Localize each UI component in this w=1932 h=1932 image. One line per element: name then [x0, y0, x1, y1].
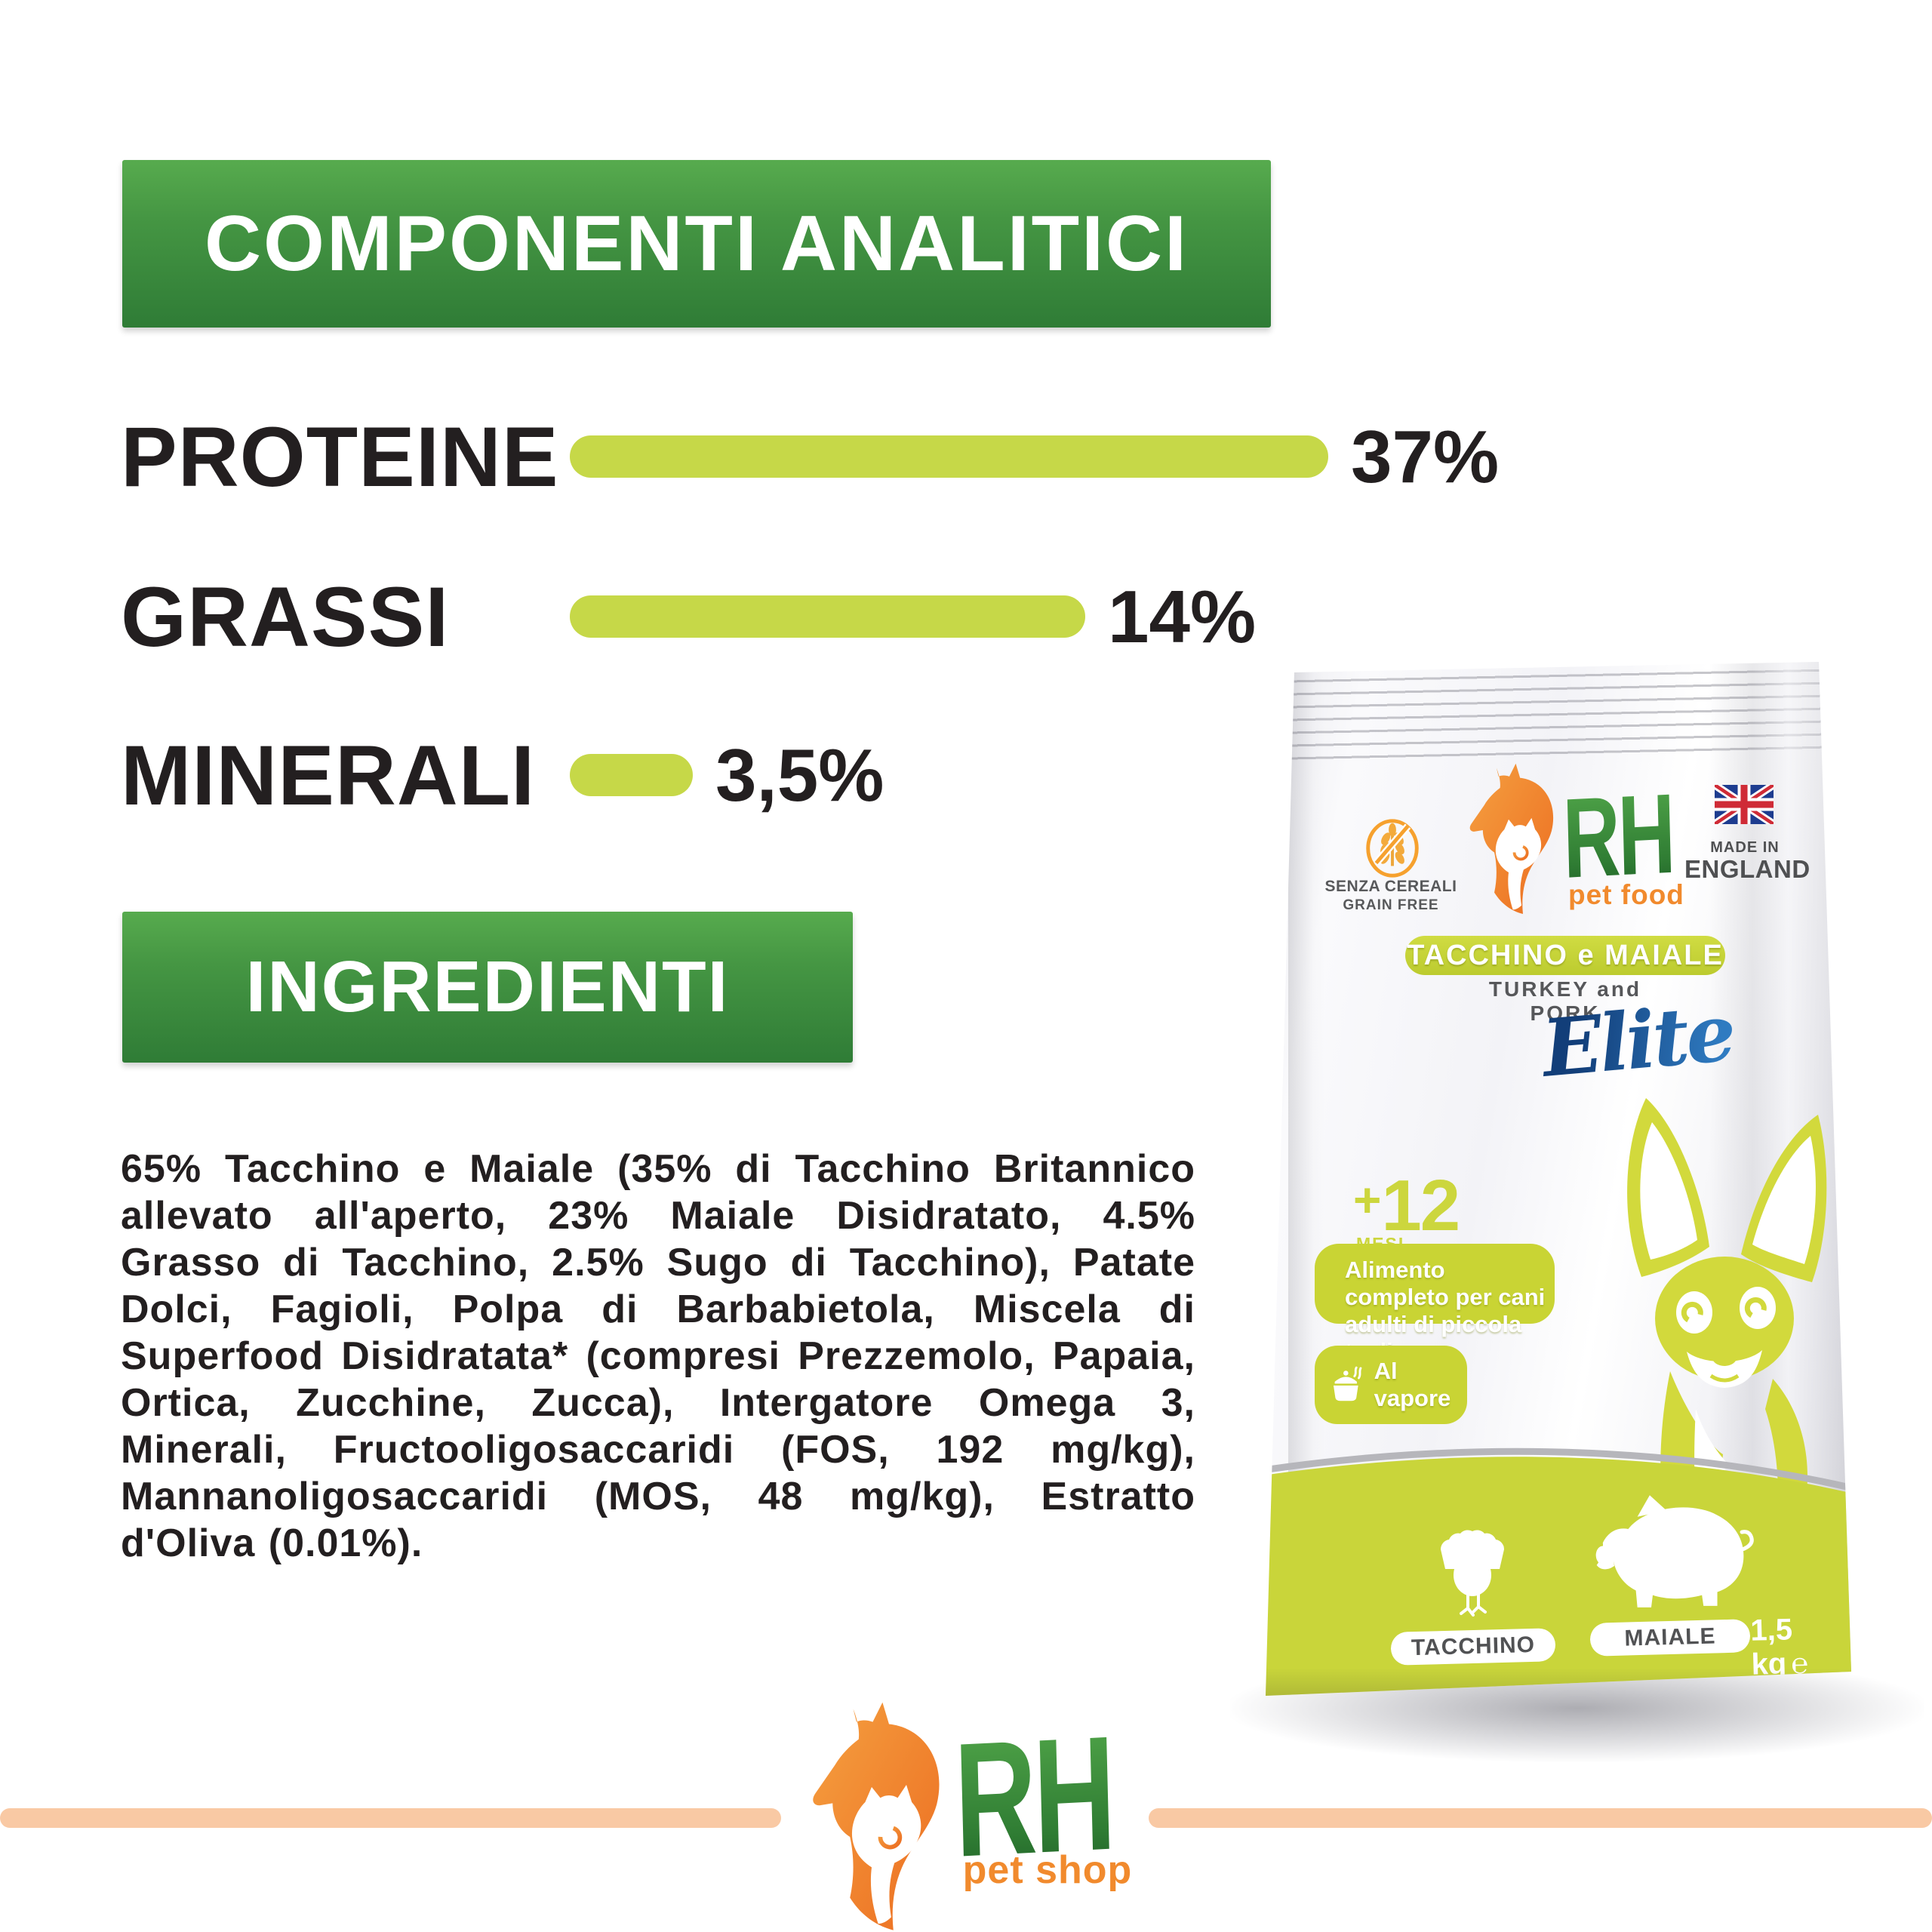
footer-pill-tacchino-label: TACCHINO [1411, 1632, 1536, 1661]
bar-row-proteine: PROTEINE 37% [121, 410, 1500, 504]
bar-proteine [570, 435, 1328, 478]
steam-pill: Al vapore [1315, 1346, 1467, 1424]
product-bag: SENZA CEREALI GRAIN FREE RH pet food MAD… [1266, 662, 1851, 1696]
flavor-pill: TACCHINO e MAIALE [1405, 936, 1725, 975]
ingredients-header-label: INGREDIENTI [245, 946, 730, 1027]
divider-line-right [1149, 1808, 1932, 1828]
bar-row-minerali: MINERALI 3,5% [121, 728, 884, 823]
age-number: 12 [1381, 1165, 1460, 1246]
shop-horse-cat-logo-icon [813, 1702, 940, 1930]
flavor-subtitle: TURKEY and PORK [1488, 977, 1642, 1025]
pig-icon [1595, 1495, 1754, 1607]
divider-line-left [0, 1808, 781, 1828]
age-plus: + [1353, 1173, 1382, 1227]
footer-pill-tacchino: TACCHINO [1390, 1628, 1556, 1666]
steam-label: Al vapore [1374, 1358, 1451, 1411]
bar-minerali [570, 754, 693, 796]
brand-subtitle: pet food [1568, 879, 1684, 910]
made-in-label: MADE IN [1710, 839, 1780, 856]
steam-pot-icon [1333, 1366, 1362, 1401]
horse-cat-logo-icon [1469, 763, 1554, 915]
footer-pill-maiale: MAIALE [1589, 1619, 1751, 1657]
bar-grassi [570, 595, 1085, 638]
analytics-header-label: COMPONENTI ANALITICI [204, 199, 1189, 288]
bar-value-proteine: 37% [1351, 414, 1500, 498]
grain-free-label-it: SENZA CEREALI [1324, 878, 1457, 895]
description-line1: Alimento completo per cani [1345, 1257, 1546, 1310]
age-badge: +12 MESI [1353, 1164, 1460, 1254]
bar-label-proteine: PROTEINE [121, 409, 559, 504]
bar-value-grassi: 14% [1108, 574, 1257, 658]
flavor-label: TACCHINO e MAIALE [1407, 939, 1724, 971]
turkey-icon [1440, 1530, 1505, 1617]
bar-value-minerali: 3,5% [715, 733, 884, 817]
uk-flag-icon [1715, 785, 1774, 824]
analytics-header-banner: COMPONENTI ANALITICI [122, 160, 1271, 328]
bar-label-minerali: MINERALI [121, 728, 536, 823]
made-in-country: ENGLAND [1684, 855, 1810, 883]
ingredients-paragraph: 65% Tacchino e Maiale (35% di Tacchino B… [121, 1147, 1195, 1565]
range-name: Elite [1521, 984, 1755, 1097]
footer-pill-maiale-label: MAIALE [1624, 1623, 1716, 1651]
bar-label-grassi: GRASSI [121, 569, 450, 664]
ingredients-header-banner: INGREDIENTI [122, 912, 853, 1063]
bar-row-grassi: GRASSI 14% [121, 570, 1257, 664]
shop-brand-subtitle: pet shop [962, 1848, 1133, 1892]
grain-free-label-en: GRAIN FREE [1343, 897, 1439, 913]
description-pill: Alimento completo per cani adulti di pic… [1315, 1244, 1555, 1364]
grain-free-icon [1366, 819, 1419, 878]
